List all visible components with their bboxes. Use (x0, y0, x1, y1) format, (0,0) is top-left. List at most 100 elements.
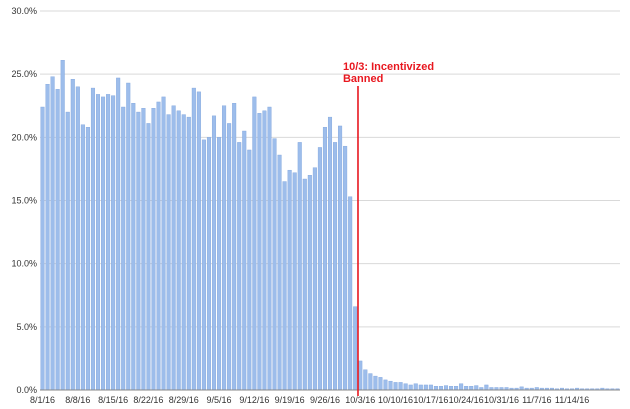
bar (343, 145, 348, 391)
annotation-label-line2: Banned (343, 73, 383, 85)
bar (317, 147, 322, 391)
bar (106, 94, 111, 391)
x-tick-label: 10/3/16 (345, 395, 375, 405)
x-tick-label: 9/19/16 (275, 395, 305, 405)
annotation-label-line1: 10/3: Incentivized (343, 61, 434, 73)
x-tick-label: 10/24/16 (449, 395, 484, 405)
bar (171, 105, 176, 391)
bar (217, 137, 222, 391)
bar (101, 96, 106, 391)
bar (85, 127, 90, 391)
bar (262, 110, 267, 391)
bar (292, 172, 297, 391)
bar (403, 383, 408, 391)
bars (40, 60, 620, 391)
bar (141, 108, 146, 391)
bar (312, 167, 317, 391)
x-tick-label: 11/7/16 (522, 395, 551, 405)
bar (464, 386, 469, 391)
bar (363, 369, 368, 391)
x-tick-label: 11/14/16 (555, 395, 589, 405)
bar (80, 124, 85, 391)
bar (257, 113, 262, 391)
x-tick-label: 8/8/16 (65, 395, 90, 405)
bar (272, 138, 277, 391)
bar (459, 383, 464, 391)
bar (151, 108, 156, 391)
bar (166, 114, 171, 391)
bar (232, 103, 237, 391)
bar (227, 123, 232, 391)
bar (398, 382, 403, 391)
x-tick-label: 10/10/16 (378, 395, 413, 405)
bar (161, 96, 166, 391)
bar (176, 110, 181, 391)
bar (393, 382, 398, 391)
bar (282, 181, 287, 391)
x-tick-label: 8/22/16 (133, 395, 163, 405)
bar (237, 142, 242, 391)
x-tick-label: 9/12/16 (239, 395, 269, 405)
x-tick-label: 9/26/16 (310, 395, 340, 405)
bar (121, 106, 126, 391)
bar (307, 175, 312, 391)
y-tick-label: 20.0% (11, 132, 37, 142)
bar (322, 127, 327, 391)
bar (191, 87, 196, 391)
bar (368, 373, 373, 391)
bar (211, 115, 217, 391)
bar (433, 386, 438, 391)
bar (206, 137, 211, 391)
bar (302, 178, 307, 391)
bar (423, 384, 428, 391)
bar (65, 111, 70, 391)
bar (277, 154, 282, 391)
bar (449, 386, 454, 391)
bar (353, 306, 358, 391)
bar (443, 385, 449, 391)
x-tick-label: 10/17/16 (413, 395, 448, 405)
x-tick-label: 8/15/16 (98, 395, 128, 405)
annotation: 10/3: Incentivized Banned (343, 61, 434, 396)
bar (201, 139, 206, 391)
bar (438, 386, 443, 391)
bar (242, 130, 247, 391)
bar (297, 142, 302, 391)
bar (388, 380, 393, 391)
bar (252, 96, 257, 391)
bar (90, 87, 95, 391)
bar (484, 384, 489, 391)
bar (75, 86, 80, 391)
bar (428, 384, 433, 391)
bar (338, 125, 343, 391)
bar (50, 76, 55, 391)
bar (358, 360, 363, 391)
bar (146, 123, 151, 391)
y-tick-label: 10.0% (11, 259, 37, 269)
bar (136, 111, 141, 391)
bar (383, 379, 388, 391)
y-tick-label: 25.0% (11, 69, 37, 79)
bar (70, 79, 75, 391)
bar (40, 106, 45, 391)
bar (126, 82, 131, 391)
bar (156, 101, 161, 391)
bar (95, 94, 101, 391)
bar (45, 84, 50, 391)
y-tick-label: 0.0% (16, 385, 37, 395)
y-axis-tick-labels: 0.0% 5.0% 10.0% 15.0% 20.0% 25.0% 30.0% (11, 6, 37, 395)
bar (287, 169, 292, 391)
x-tick-label: 10/31/16 (484, 395, 519, 405)
bar (474, 385, 479, 391)
bar (55, 89, 60, 391)
bar (186, 116, 191, 391)
bar (196, 91, 201, 391)
bar (327, 116, 333, 391)
bar (378, 377, 383, 391)
bar (408, 384, 413, 391)
bar (373, 375, 378, 391)
x-axis-tick-labels: 8/1/16 8/8/16 8/15/16 8/22/16 8/29/16 9/5/16 9… (30, 395, 589, 405)
bar (267, 106, 272, 391)
bar (348, 196, 353, 391)
